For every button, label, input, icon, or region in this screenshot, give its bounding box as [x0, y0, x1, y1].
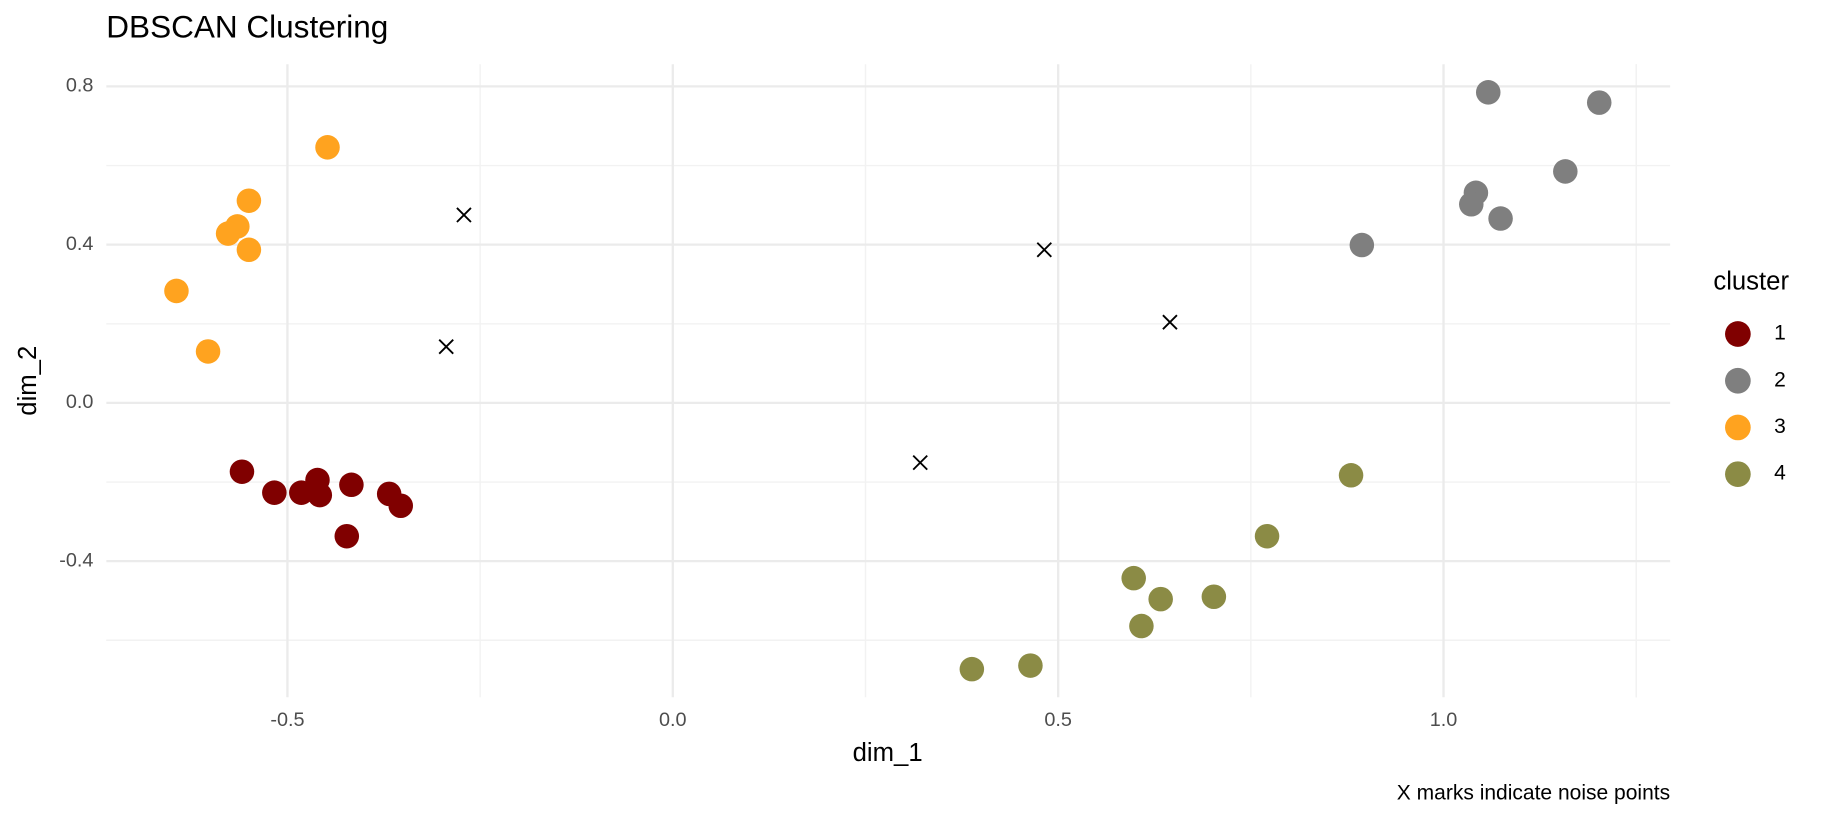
point	[1129, 613, 1154, 639]
y-tick-label: 0.4	[66, 233, 94, 255]
point	[236, 237, 262, 263]
point	[1349, 232, 1375, 258]
point	[334, 523, 360, 549]
point	[339, 472, 364, 498]
x-tick-label: -0.5	[270, 709, 304, 731]
noise-point	[438, 339, 454, 355]
point	[959, 656, 985, 682]
point	[1586, 90, 1612, 115]
legend-label: 2	[1774, 368, 1786, 391]
point	[1553, 159, 1578, 184]
point	[195, 339, 221, 364]
chart-title: DBSCAN Clustering	[106, 9, 388, 45]
grid	[106, 64, 1671, 698]
noise-point	[1162, 314, 1178, 330]
point	[307, 482, 333, 508]
noise-point	[1036, 242, 1052, 258]
y-tick-label: 0.0	[66, 391, 94, 413]
point	[1201, 584, 1227, 610]
noise-point	[456, 207, 472, 223]
legend-label: 1	[1774, 322, 1786, 345]
point	[1338, 463, 1364, 488]
x-tick-label: 0.0	[659, 709, 687, 731]
legend-swatch	[1725, 414, 1751, 441]
point	[262, 480, 287, 505]
y-tick-label: -0.4	[59, 549, 93, 571]
legend-label: 4	[1774, 462, 1786, 485]
point	[315, 135, 340, 160]
point	[388, 493, 413, 519]
legend-swatch	[1725, 461, 1751, 488]
x-tick-label: 1.0	[1430, 709, 1458, 731]
point	[1018, 653, 1043, 678]
point	[229, 459, 255, 484]
legend-title: cluster	[1713, 267, 1789, 295]
legend-label: 3	[1774, 415, 1786, 438]
legend-swatch	[1725, 367, 1751, 394]
y-tick-label: 0.8	[66, 75, 94, 97]
y-axis-title: dim_2	[14, 346, 42, 416]
point	[164, 278, 189, 304]
x-axis-title: dim_1	[853, 739, 923, 767]
x-tick-label: 0.5	[1044, 709, 1072, 731]
point	[236, 188, 262, 213]
marks	[164, 80, 1612, 682]
point	[1475, 80, 1501, 105]
point	[215, 221, 241, 246]
point	[1459, 192, 1484, 217]
caption: X marks indicate noise points	[1397, 782, 1670, 805]
noise-point	[912, 454, 928, 471]
point	[1148, 586, 1173, 612]
legend-swatch	[1725, 321, 1751, 347]
point	[1254, 523, 1280, 549]
point	[1121, 565, 1146, 591]
point	[1488, 206, 1513, 231]
